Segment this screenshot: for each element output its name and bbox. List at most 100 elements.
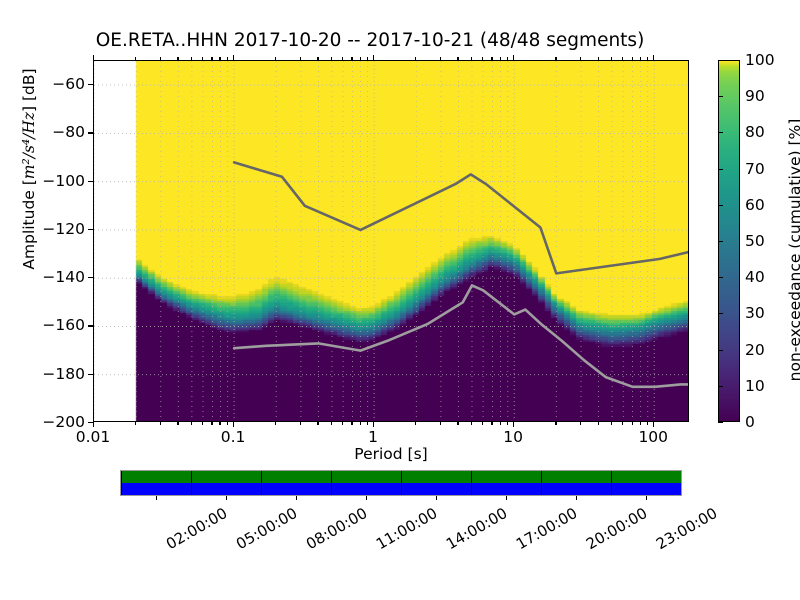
timeline-tick-mark [506,496,508,500]
x-axis-minor-tick-top [373,55,375,60]
x-axis-minor-tick-top [233,55,235,60]
x-axis-minor-tick-top [201,57,204,60]
colorbar-tick-mark [718,349,723,351]
x-axis-minor-tick [317,422,319,425]
x-axis-minor-tick-top [330,57,333,60]
coverage-segment-divider [121,471,123,495]
x-axis-minor-tick-top [491,57,493,60]
y-axis-tick-label: −80 [52,123,85,142]
coverage-segment-divider [261,471,263,495]
ppsd-plot-axes [93,60,689,422]
x-axis-minor-tick-top [631,57,633,60]
y-axis-tick-mark [88,228,93,231]
colorbar-tick-label: 30 [745,304,765,323]
y-axis-tick-label: −140 [42,268,85,287]
x-axis-minor-tick [177,422,179,425]
x-axis-minor-tick-top [471,57,473,60]
x-axis-minor-tick [622,422,624,425]
colorbar-tick-mark [718,241,723,243]
x-axis-minor-tick [373,422,375,427]
x-axis-minor-tick-top [275,57,277,60]
x-axis-minor-tick-top [317,57,319,60]
x-axis-minor-tick [226,422,228,425]
x-axis-minor-tick-top [135,57,137,60]
x-axis-minor-tick [471,422,473,425]
timeline-tick-mark [296,496,298,500]
x-axis-minor-tick [93,422,95,427]
x-axis-minor-tick-top [342,57,344,60]
x-axis-minor-tick [211,422,213,425]
y-axis-tick-label: −160 [42,316,85,335]
colorbar-tick-label: 60 [745,195,765,214]
x-axis-minor-tick-top [611,57,613,60]
x-axis-minor-tick-top [622,57,624,60]
coverage-segment-divider [471,471,473,495]
timeline-tick-label: 17:00:00 [513,504,581,554]
x-axis-minor-tick [491,422,493,425]
timeline-tick-label: 23:00:00 [653,504,721,554]
x-axis-minor-tick-top [653,55,655,60]
colorbar-tick-mark [718,168,723,170]
coverage-segment-divider [681,471,682,495]
timeline-tick-mark [226,496,228,500]
x-axis-minor-tick-top [359,57,361,60]
timeline-tick-mark [366,496,368,500]
timeline-tick-mark [436,496,438,500]
y-axis-label-units: m²/s⁴/Hz [20,111,38,180]
colorbar-label: non-exceedance (cumulative) [%] [786,118,800,382]
colorbar-tick-label: 90 [745,87,765,106]
x-axis-tick-label: 10 [503,428,524,446]
ppsd-histogram-canvas [94,61,688,421]
x-axis-minor-tick [415,422,417,425]
x-axis-minor-tick-top [580,57,582,60]
colorbar-tick-label: 50 [745,232,765,250]
y-axis-tick-label: −100 [42,171,85,190]
colorbar-tick-mark [718,277,723,279]
timeline-tick-label: 14:00:00 [443,504,511,554]
x-axis-label: Period [s] [354,445,428,463]
colorbar-tick-label: 0 [745,413,755,431]
x-axis-minor-tick-top [299,57,302,60]
x-axis-minor-tick-top [439,57,442,60]
x-axis-minor-tick-top [219,57,221,60]
x-axis-minor-tick [555,422,557,425]
x-axis-minor-tick-top [457,57,459,60]
x-axis-minor-tick [457,422,459,425]
y-axis-tick-mark [88,422,93,424]
y-axis-tick-label: −200 [42,413,85,431]
x-axis-minor-tick [580,422,582,425]
x-axis-minor-tick [499,422,501,425]
x-axis-minor-tick-top [226,57,228,60]
x-axis-minor-tick [233,422,235,427]
colorbar-tick-mark [718,132,723,134]
x-axis-minor-tick [653,422,655,427]
x-axis-minor-tick [366,422,368,425]
y-axis-tick-mark [88,132,93,134]
x-axis-minor-tick [506,422,508,425]
timeline-tick-mark [646,496,648,500]
y-axis-tick-label: −120 [42,219,85,238]
x-axis-minor-tick [513,422,515,427]
x-axis-minor-tick [631,422,633,425]
x-axis-minor-tick [275,422,277,425]
colorbar-tick-label: 10 [745,376,765,395]
page-title: OE.RETA..HHN 2017-10-20 -- 2017-10-21 (4… [95,30,645,51]
coverage-segment-divider [401,471,403,495]
timeline-tick-label: 20:00:00 [583,504,651,554]
x-axis-minor-tick-top [555,57,557,60]
x-axis-minor-tick-top [415,57,417,60]
x-axis-minor-tick [201,422,204,425]
coverage-segment-divider [331,471,333,495]
x-axis-minor-tick [611,422,613,425]
x-axis-minor-tick-top [646,57,649,60]
colorbar-tick-mark [718,204,723,206]
y-axis-tick-mark [88,84,93,86]
x-axis-minor-tick-top [211,57,213,60]
x-axis-minor-tick-top [506,57,508,60]
x-axis-minor-tick [159,422,161,425]
timeline-tick-label: 02:00:00 [163,504,231,554]
x-axis-minor-tick-top [366,57,368,60]
y-axis-tick-mark [88,277,93,279]
data-coverage-strip [120,470,682,496]
x-axis-minor-tick-top [513,55,515,60]
